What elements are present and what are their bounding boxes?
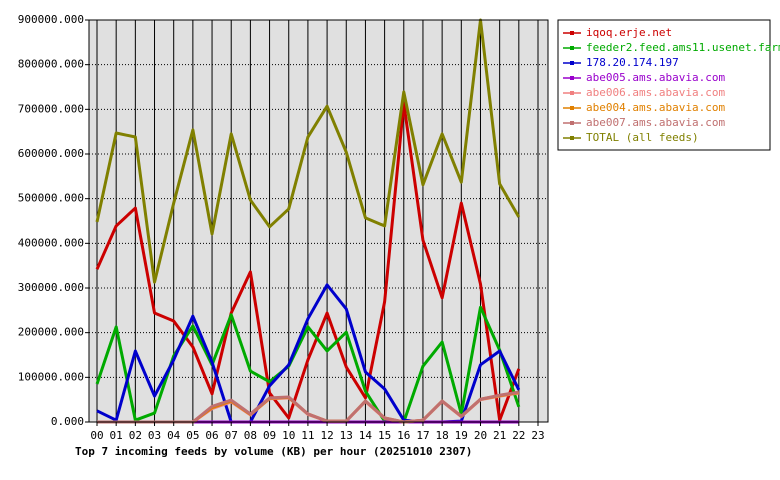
x-tick-label: 03 (148, 429, 161, 442)
x-tick-label: 13 (340, 429, 353, 442)
x-tick-label: 06 (205, 429, 218, 442)
y-tick-label: 800000.000 (18, 58, 84, 71)
y-tick-label: 900000.000 (18, 13, 84, 26)
y-tick-label: 300000.000 (18, 281, 84, 294)
y-tick-label: 500000.000 (18, 192, 84, 205)
legend-marker (570, 31, 574, 35)
x-tick-label: 15 (378, 429, 391, 442)
legend-marker (570, 91, 574, 95)
legend-label: abe007.ams.abavia.com (586, 116, 725, 129)
legend-label: feeder2.feed.ams11.usenet.farm (586, 41, 780, 54)
plot-area (89, 20, 548, 422)
x-tick-label: 19 (455, 429, 468, 442)
series-line (95, 101, 521, 422)
x-tick-label: 09 (263, 429, 276, 442)
y-tick-label: 100000.000 (18, 370, 84, 383)
legend-marker (570, 136, 574, 140)
grid (89, 19, 548, 423)
legend-marker (570, 61, 574, 65)
x-tick-label: 04 (167, 429, 181, 442)
legend-marker (570, 121, 574, 125)
legend-label: TOTAL (all feeds) (586, 131, 699, 144)
x-tick-label: 12 (320, 429, 333, 442)
x-tick-label: 14 (359, 429, 373, 442)
chart-title: Top 7 incoming feeds by volume (KB) per … (75, 445, 472, 458)
x-tick-label: 07 (225, 429, 238, 442)
x-tick-label: 17 (416, 429, 429, 442)
x-tick-label: 02 (129, 429, 142, 442)
legend-label: iqoq.erje.net (586, 26, 672, 39)
x-tick-label: 23 (531, 429, 544, 442)
legend-marker (570, 106, 574, 110)
x-tick-label: 11 (301, 429, 314, 442)
y-tick-label: 400000.000 (18, 236, 84, 249)
legend-label: 178.20.174.197 (586, 56, 679, 69)
x-tick-label: 18 (436, 429, 449, 442)
legend-entries: iqoq.erje.net feeder2.feed.ams11.usenet.f… (563, 26, 780, 144)
x-tick-label: 10 (282, 429, 295, 442)
y-tick-label: 0.000 (51, 415, 84, 428)
x-tick-label: 21 (493, 429, 506, 442)
legend (557, 19, 771, 151)
legend-marker (570, 76, 574, 80)
legend-label: abe004.ams.abavia.com (586, 101, 725, 114)
y-tick-label: 700000.000 (18, 102, 84, 115)
x-tick-label: 05 (186, 429, 199, 442)
legend-marker (570, 46, 574, 50)
x-tick-label: 20 (474, 429, 487, 442)
x-tick-label: 01 (110, 429, 123, 442)
y-tick-label: 600000.000 (18, 147, 84, 160)
series-line (95, 18, 521, 284)
legend-label: abe006.ams.abavia.com (586, 86, 725, 99)
y-tick-label: 200000.000 (18, 326, 84, 339)
x-tick-label: 16 (397, 429, 410, 442)
plot-border (88, 19, 549, 423)
x-tick-label: 22 (512, 429, 525, 442)
legend-label: abe005.ams.abavia.com (586, 71, 725, 84)
x-tick-label: 08 (244, 429, 257, 442)
x-tick-label: 00 (90, 429, 103, 442)
